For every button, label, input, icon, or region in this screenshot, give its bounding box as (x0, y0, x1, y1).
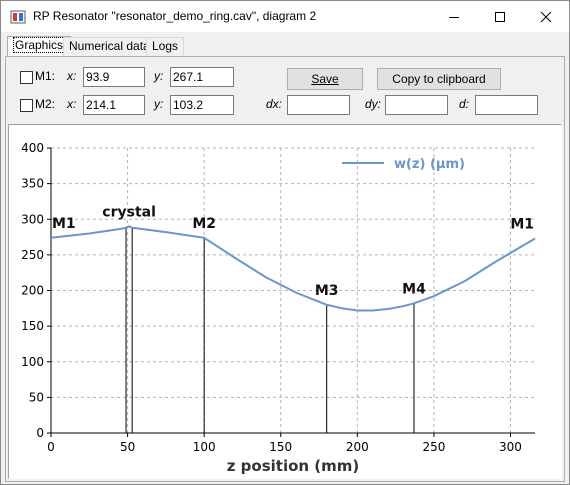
m2-x-field[interactable]: 214.1 (83, 95, 145, 115)
minimize-icon (449, 16, 459, 18)
m1-y-field[interactable]: 267.1 (170, 67, 234, 87)
x-tick-label: 0 (47, 440, 55, 454)
m1-x-field[interactable]: 93.9 (83, 67, 145, 87)
m2-y-label: y: (154, 97, 164, 111)
tab-logs-label: Logs (152, 39, 179, 53)
x-tick-label: 250 (422, 440, 445, 454)
dy-label: dy: (365, 97, 382, 111)
x-tick-label: 200 (346, 440, 369, 454)
element-label: M1 (52, 216, 76, 232)
element-label: crystal (102, 204, 156, 220)
m1-checkbox[interactable] (20, 71, 33, 84)
m1-label: M1: (35, 69, 56, 83)
maximize-icon (495, 11, 505, 22)
minimize-button[interactable] (431, 1, 477, 32)
m2-x-label: x: (67, 97, 77, 111)
title-bar[interactable]: RP Resonator "resonator_demo_ring.cav", … (1, 1, 569, 32)
y-tick-label: 250 (21, 248, 44, 262)
legend-label: w(z) (µm) (394, 157, 465, 172)
plot-area[interactable]: 0 50 100 150 200 250 300 350 400 0 50 100 150 200 250 3… (8, 124, 562, 479)
beam-radius-chart[interactable]: 0 50 100 150 200 250 300 350 400 0 50 100 150 200 250 3… (9, 125, 561, 478)
dx-label: dx: (266, 97, 283, 111)
m2-checkbox[interactable] (20, 99, 33, 112)
element-label: M2 (192, 216, 216, 232)
y-tick-label: 400 (21, 141, 44, 155)
rp-resonator-app-icon (10, 10, 26, 24)
y-tick-label: 100 (21, 355, 44, 369)
maximize-button[interactable] (477, 1, 523, 32)
y-tick-label: 0 (36, 426, 44, 440)
save-button[interactable]: Save (287, 68, 363, 90)
element-label: M4 (402, 281, 426, 297)
y-tick-label: 200 (21, 284, 44, 298)
x-tick-label: 50 (120, 440, 135, 454)
tab-logs[interactable]: Logs (146, 37, 185, 56)
y-tick-label: 150 (21, 319, 44, 333)
dy-field[interactable] (385, 95, 448, 115)
y-tick-label: 350 (21, 177, 44, 191)
x-tick-label: 300 (499, 440, 522, 454)
element-label: M3 (315, 283, 339, 299)
tab-graphics[interactable]: Graphics (7, 36, 72, 56)
tab-graphics-label: Graphics (13, 37, 66, 53)
copy-to-clipboard-button[interactable]: Copy to clipboard (377, 68, 501, 90)
close-icon (540, 11, 552, 22)
window-title: RP Resonator "resonator_demo_ring.cav", … (33, 9, 317, 23)
x-tick-label: 100 (193, 440, 216, 454)
x-tick-label: 150 (269, 440, 292, 454)
d-label: d: (459, 97, 470, 111)
beam-radius-line (50, 225, 536, 312)
dx-field[interactable] (287, 95, 350, 115)
x-axis-label: z position (mm) (227, 457, 360, 475)
y-tick-label: 50 (29, 390, 44, 404)
y-tick-label: 300 (21, 212, 44, 226)
tab-numerical-data-label: Numerical data (69, 39, 150, 53)
copy-button-label: Copy to clipboard (392, 72, 486, 86)
tab-strip: Graphics Numerical data Logs (5, 36, 565, 57)
m2-y-field[interactable]: 103.2 (170, 95, 234, 115)
m1-y-label: y: (154, 69, 164, 83)
m2-label: M2: (35, 97, 56, 111)
tab-numerical-data[interactable]: Numerical data (63, 37, 156, 56)
m1-x-label: x: (67, 69, 77, 83)
d-field[interactable] (475, 95, 538, 115)
close-button[interactable] (523, 1, 569, 32)
save-button-label: Save (311, 72, 339, 86)
element-label: M1 (510, 216, 534, 232)
graphics-panel: M1: x: 93.9 y: 267.1 Save Copy to clipbo… (5, 56, 565, 482)
